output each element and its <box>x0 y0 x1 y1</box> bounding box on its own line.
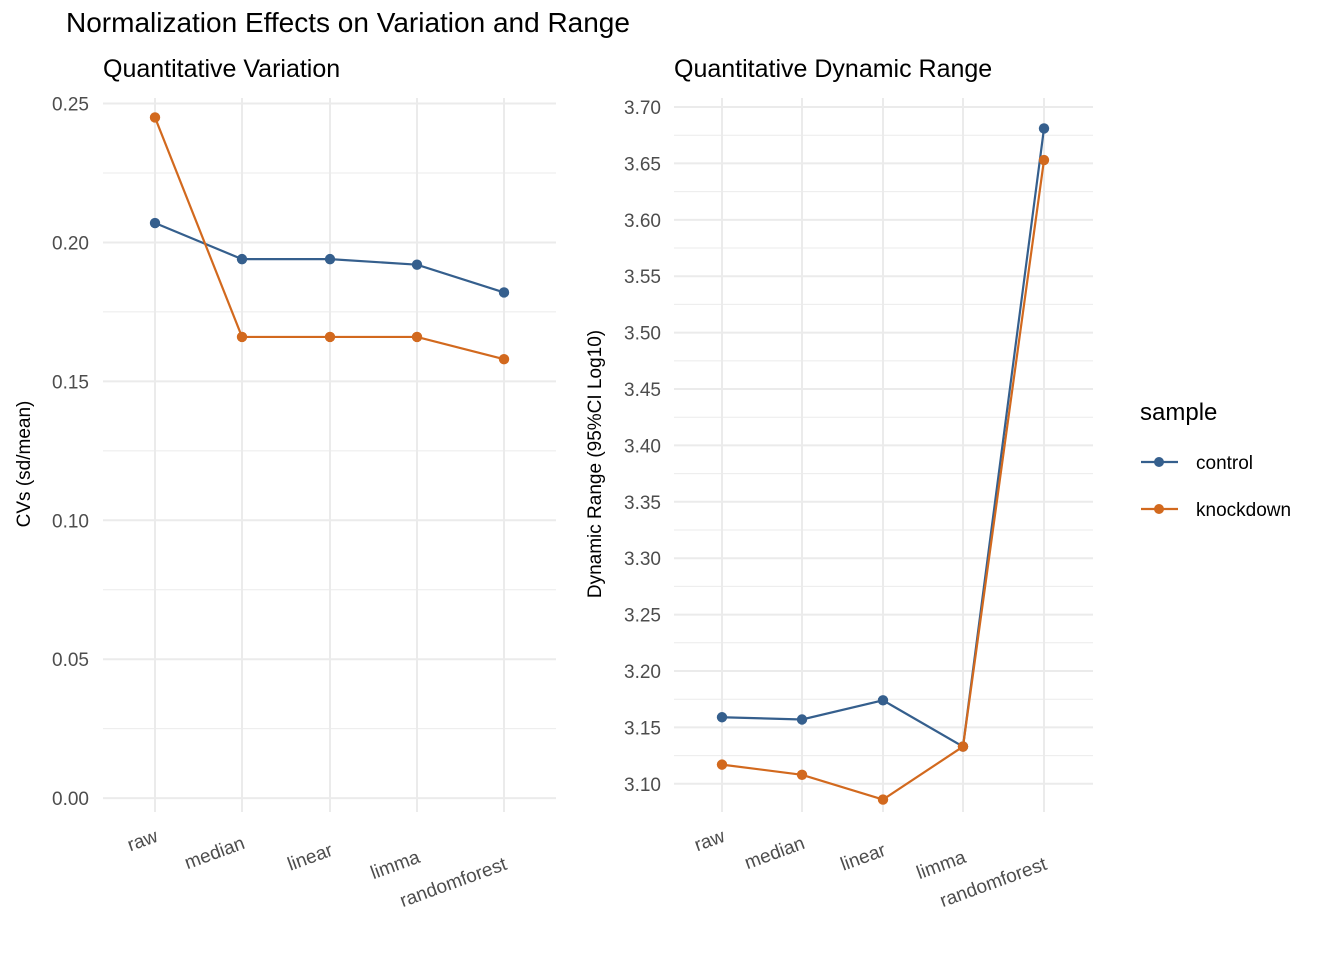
legend-key-point <box>1154 504 1164 514</box>
panel-quantitative-dynamic-range: Quantitative Dynamic Range Dynamic Range… <box>585 55 1093 912</box>
y-tick-label: 3.50 <box>624 324 661 345</box>
data-point <box>877 794 889 805</box>
legend-label: knockdown <box>1196 500 1291 521</box>
y-axis-label: CVs (sd/mean) <box>14 401 35 528</box>
y-tick-label: 3.35 <box>624 493 661 514</box>
panel-title: Quantitative Dynamic Range <box>674 55 992 83</box>
x-tick-label: raw <box>125 826 161 856</box>
data-point <box>716 712 728 723</box>
x-tick-label: linear <box>838 840 889 876</box>
y-tick-label: 3.30 <box>624 549 661 570</box>
y-tick-label: 0.15 <box>52 372 89 393</box>
y-tick-label: 0.25 <box>52 95 89 116</box>
panel-title: Quantitative Variation <box>103 55 340 83</box>
series-knockdown <box>716 154 1050 805</box>
y-tick-label: 3.60 <box>624 211 661 232</box>
data-point <box>498 287 510 298</box>
y-tick-label: 0.10 <box>52 511 89 532</box>
data-point <box>957 741 969 752</box>
series-knockdown <box>149 112 510 365</box>
legend-key-point <box>1154 457 1164 467</box>
panel-quantitative-variation: Quantitative Variation CVs (sd/mean) 0.0… <box>14 55 556 912</box>
series-control <box>149 217 510 298</box>
y-tick-label: 3.10 <box>624 775 661 796</box>
y-tick-label: 3.40 <box>624 436 661 457</box>
x-tick-label: raw <box>692 826 728 856</box>
legend-item-control: control <box>1141 453 1253 474</box>
data-point <box>411 331 423 343</box>
y-tick-label: 3.20 <box>624 662 661 683</box>
data-point <box>796 769 808 780</box>
y-tick-label: 3.65 <box>624 154 661 175</box>
data-point <box>324 331 336 343</box>
y-tick-label: 3.55 <box>624 267 661 288</box>
data-point <box>236 331 248 343</box>
data-point <box>411 259 423 270</box>
y-tick-label: 3.70 <box>624 98 661 119</box>
data-point <box>1038 154 1050 166</box>
data-point <box>236 253 248 265</box>
x-tick-label: limma <box>368 847 423 884</box>
x-tick-label: linear <box>285 840 336 876</box>
y-tick-label: 0.05 <box>52 650 89 671</box>
legend: sample control knockdown <box>1140 399 1291 521</box>
grid <box>103 98 556 812</box>
y-tick-label: 3.15 <box>624 718 661 739</box>
data-point <box>877 695 889 706</box>
y-tick-label: 3.25 <box>624 606 661 627</box>
y-tick-label: 3.45 <box>624 380 661 401</box>
grid <box>674 98 1093 812</box>
data-point <box>149 217 161 229</box>
data-point <box>324 253 336 265</box>
data-point <box>498 353 510 365</box>
y-tick-label: 0.00 <box>52 789 89 810</box>
legend-title: sample <box>1140 399 1217 426</box>
data-point <box>149 112 161 123</box>
y-axis-label: Dynamic Range (95%CI Log10) <box>585 330 606 598</box>
x-tick-label: median <box>742 833 808 874</box>
legend-item-knockdown: knockdown <box>1141 500 1291 521</box>
legend-label: control <box>1196 453 1253 474</box>
y-tick-label: 0.20 <box>52 233 89 254</box>
data-point <box>1038 123 1050 134</box>
data-point <box>716 759 728 770</box>
data-point <box>796 714 808 725</box>
x-tick-label: limma <box>914 847 969 884</box>
x-tick-label: median <box>182 833 248 874</box>
chart-title: Normalization Effects on Variation and R… <box>66 7 630 38</box>
